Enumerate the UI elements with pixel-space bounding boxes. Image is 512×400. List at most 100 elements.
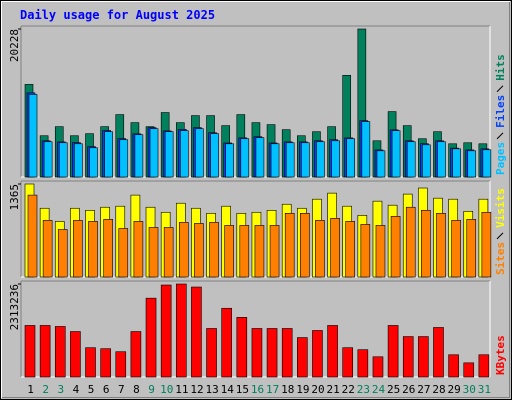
x-tick-label: 2: [42, 383, 49, 396]
x-tick-label: 13: [205, 383, 218, 396]
bar: [285, 142, 295, 178]
bar: [284, 212, 295, 278]
x-tick-label: 1: [27, 383, 34, 396]
x-tick-label: 25: [387, 383, 400, 396]
x-tick-label: 9: [148, 383, 155, 396]
bar: [163, 227, 174, 278]
x-tick-label: 15: [236, 383, 249, 396]
x-tick-label: 30: [463, 383, 476, 396]
bar: [269, 225, 280, 278]
bar: [346, 138, 356, 178]
bar: [330, 218, 340, 278]
bar: [89, 147, 98, 178]
bar: [481, 211, 492, 278]
bar: [58, 142, 68, 178]
bar: [39, 325, 51, 378]
bar: [160, 284, 172, 378]
bar: [194, 223, 204, 278]
bar: [360, 224, 371, 278]
x-tick-label: 11: [175, 383, 188, 396]
bar: [133, 221, 144, 278]
bar: [74, 143, 83, 178]
bar: [209, 222, 219, 278]
legend-label: Files: [494, 95, 507, 128]
legend-label: Visits: [494, 188, 507, 228]
x-tick-label: 4: [73, 383, 80, 396]
bar: [240, 138, 250, 178]
bar: [43, 141, 53, 178]
bar: [115, 351, 127, 378]
bar: [148, 227, 159, 278]
bar: [300, 212, 310, 278]
bar: [236, 317, 248, 378]
bar: [28, 94, 38, 178]
bar: [88, 221, 98, 278]
bar: [387, 325, 399, 378]
bar: [451, 220, 461, 278]
bar: [405, 206, 416, 278]
x-tick-label: 12: [190, 383, 203, 396]
bar: [315, 220, 325, 278]
y-tick-label: 20228: [8, 29, 21, 62]
bar: [452, 148, 461, 178]
bar: [406, 141, 416, 178]
x-tick-label: 10: [160, 383, 173, 396]
x-tick-label: 24: [372, 383, 386, 396]
bar: [27, 194, 38, 278]
bar: [437, 141, 446, 178]
legend-separator: [496, 85, 504, 93]
x-tick-label: 28: [432, 383, 445, 396]
bar: [57, 229, 68, 278]
bar: [221, 307, 232, 378]
chart-title: Daily usage for August 2025: [20, 8, 215, 22]
x-tick-label: 7: [118, 383, 125, 396]
bar: [372, 356, 384, 378]
bar: [402, 336, 414, 378]
bar: [119, 139, 129, 178]
legend-separator: [496, 232, 504, 240]
bar: [418, 336, 429, 378]
bar: [24, 325, 36, 378]
bar: [224, 225, 234, 278]
bar: [467, 150, 477, 178]
bar: [85, 347, 96, 378]
x-tick-label: 26: [402, 383, 415, 396]
legend-label: Pages: [494, 142, 507, 175]
bar: [433, 327, 444, 378]
x-tick-label: 21: [327, 383, 340, 396]
x-tick-label: 5: [88, 383, 95, 396]
legend-label: KBytes: [494, 335, 507, 375]
x-tick-label: 23: [357, 383, 370, 396]
x-tick-label: 19: [296, 383, 309, 396]
x-tick-label: 31: [478, 383, 491, 396]
bar: [178, 222, 189, 278]
legend-label: Hits: [494, 54, 507, 81]
bar: [251, 328, 263, 378]
bar: [100, 348, 111, 378]
bar: [225, 143, 234, 178]
y-tick-label: 1365: [8, 184, 21, 211]
x-tick-label: 27: [417, 383, 430, 396]
bar: [54, 326, 66, 378]
x-tick-label: 17: [266, 383, 279, 396]
x-tick-label: 18: [281, 383, 294, 396]
bar: [342, 347, 354, 378]
bar: [463, 362, 475, 378]
bar: [134, 134, 144, 178]
bar: [376, 150, 386, 178]
bar: [175, 283, 187, 378]
bar: [164, 131, 174, 178]
bar: [239, 225, 250, 278]
x-tick-label: 8: [133, 383, 140, 396]
bar: [482, 149, 492, 178]
bar: [130, 331, 142, 378]
bar: [357, 349, 369, 378]
legend-label: Sites: [494, 242, 507, 275]
bar: [149, 128, 159, 178]
bar: [281, 328, 293, 378]
bar: [301, 142, 310, 178]
bar: [316, 141, 325, 178]
bar: [73, 220, 83, 278]
bar: [195, 128, 204, 178]
